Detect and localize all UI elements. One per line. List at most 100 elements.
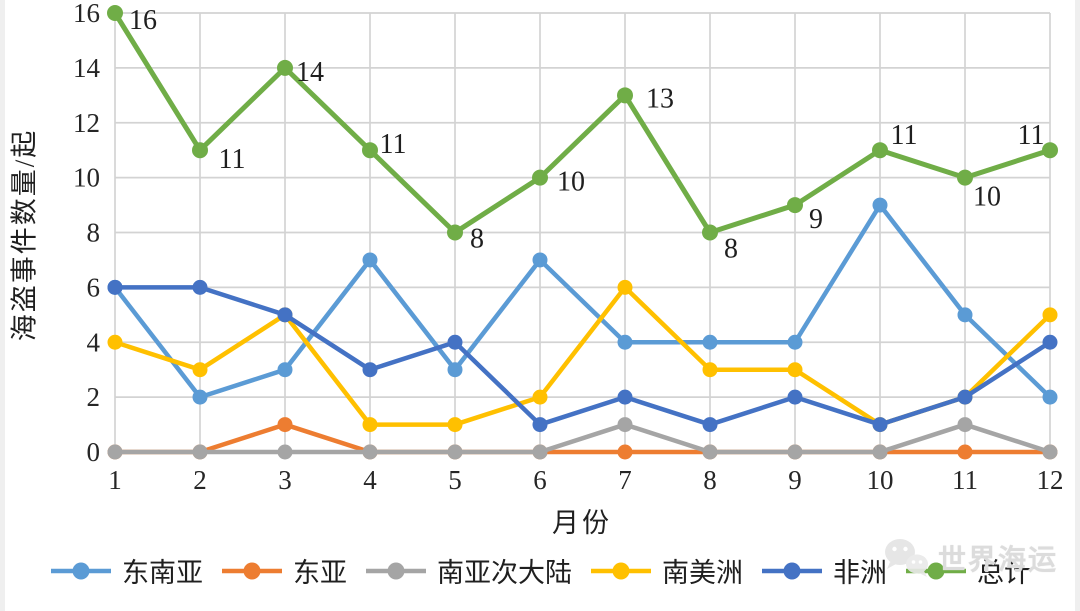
series-point	[787, 197, 803, 214]
series-point	[277, 417, 293, 433]
series-point	[1042, 444, 1058, 460]
series-point	[447, 334, 463, 350]
series-point	[787, 444, 803, 460]
series-point	[362, 142, 378, 159]
series-line-3	[112, 285, 1053, 427]
series-point	[872, 417, 888, 433]
data-label: 14	[296, 57, 324, 88]
series-point	[532, 444, 548, 460]
series-point	[617, 334, 633, 350]
series-line-1	[112, 422, 1053, 455]
series-line-0	[112, 202, 1053, 400]
series-point	[702, 334, 718, 350]
legend-marker-icon	[906, 562, 966, 579]
series-point	[957, 307, 973, 323]
legend-item-0: 东南亚	[49, 551, 203, 590]
series-point	[447, 362, 463, 378]
data-label: 9	[809, 204, 823, 235]
x-tick-label: 1	[108, 465, 122, 495]
series-point	[362, 444, 378, 460]
x-tick-label: 12	[1037, 465, 1064, 495]
data-label: 11	[380, 129, 407, 160]
series-point	[1042, 334, 1058, 350]
series-point	[362, 362, 378, 378]
series-point	[192, 362, 208, 378]
x-tick-label: 8	[703, 465, 717, 495]
series-point	[872, 444, 888, 460]
series-line-5	[112, 10, 1053, 235]
series-point	[1042, 307, 1058, 323]
series-point	[617, 279, 633, 295]
x-tick-label: 10	[867, 465, 894, 495]
legend-marker-icon	[51, 562, 111, 579]
legend: 东南亚 东亚 南亚次大陆 南美洲 非洲 总计	[0, 551, 1080, 590]
series-point	[107, 444, 123, 460]
data-label: 8	[470, 224, 484, 255]
series-point	[107, 5, 123, 21]
series-point	[362, 417, 378, 433]
data-label: 11	[219, 144, 246, 175]
series-point	[532, 389, 548, 405]
legend-item-3: 南美洲	[589, 551, 743, 590]
x-tick-label: 2	[193, 465, 207, 495]
legend-marker-icon	[222, 562, 282, 579]
legend-item-4: 非洲	[760, 551, 887, 590]
y-tick-label: 12	[73, 108, 100, 138]
y-tick-label: 10	[73, 163, 100, 193]
x-tick-label: 3	[278, 465, 292, 495]
series-point	[702, 417, 718, 433]
series-point	[787, 389, 803, 405]
series-point	[277, 307, 293, 323]
series-point	[532, 252, 548, 268]
x-tick-label: 7	[618, 465, 632, 495]
series-point	[787, 362, 803, 378]
data-label: 16	[129, 5, 157, 36]
x-tick-label: 4	[363, 465, 377, 495]
x-tick-label: 5	[448, 465, 462, 495]
legend-marker-icon	[762, 562, 822, 579]
legend-label: 南美洲	[662, 558, 743, 588]
series-point	[617, 389, 633, 405]
y-tick-label: 8	[87, 218, 101, 248]
series-point	[872, 197, 888, 213]
series-point	[617, 444, 633, 460]
y-tick-label: 16	[73, 0, 100, 28]
series-point	[872, 142, 888, 159]
series-point	[192, 279, 208, 295]
data-label: 13	[646, 83, 674, 114]
y-tick-label: 14	[73, 53, 101, 83]
series-point	[957, 417, 973, 433]
series-point	[617, 87, 633, 104]
series-point	[192, 389, 208, 405]
legend-item-5: 总计	[904, 551, 1031, 590]
legend-marker-icon	[366, 562, 426, 579]
legend-marker-icon	[591, 562, 651, 579]
x-tick-label: 9	[788, 465, 802, 495]
series-point	[957, 444, 973, 460]
x-tick-label: 11	[952, 465, 978, 495]
series-point	[107, 279, 123, 295]
data-label: 10	[557, 167, 585, 198]
series-line-2	[112, 422, 1053, 455]
left-edge-strip	[0, 0, 5, 611]
legend-label: 非洲	[833, 558, 887, 588]
y-axis-title: 海盗事件数量/起	[9, 128, 40, 342]
series-point	[532, 417, 548, 433]
right-edge-strip	[1075, 0, 1080, 611]
series-point	[957, 389, 973, 405]
legend-item-2: 南亚次大陆	[364, 551, 572, 590]
series-point	[617, 417, 633, 433]
y-tick-label: 2	[87, 382, 101, 412]
series-point	[277, 59, 293, 76]
legend-label: 东亚	[293, 558, 347, 588]
series-point	[192, 142, 208, 159]
series-point	[1042, 142, 1058, 159]
series-point	[447, 417, 463, 433]
data-label: 11	[891, 120, 918, 151]
series-line-4	[112, 285, 1053, 427]
series-point	[1042, 389, 1058, 405]
legend-label: 总计	[977, 558, 1031, 588]
series-point	[532, 169, 548, 186]
